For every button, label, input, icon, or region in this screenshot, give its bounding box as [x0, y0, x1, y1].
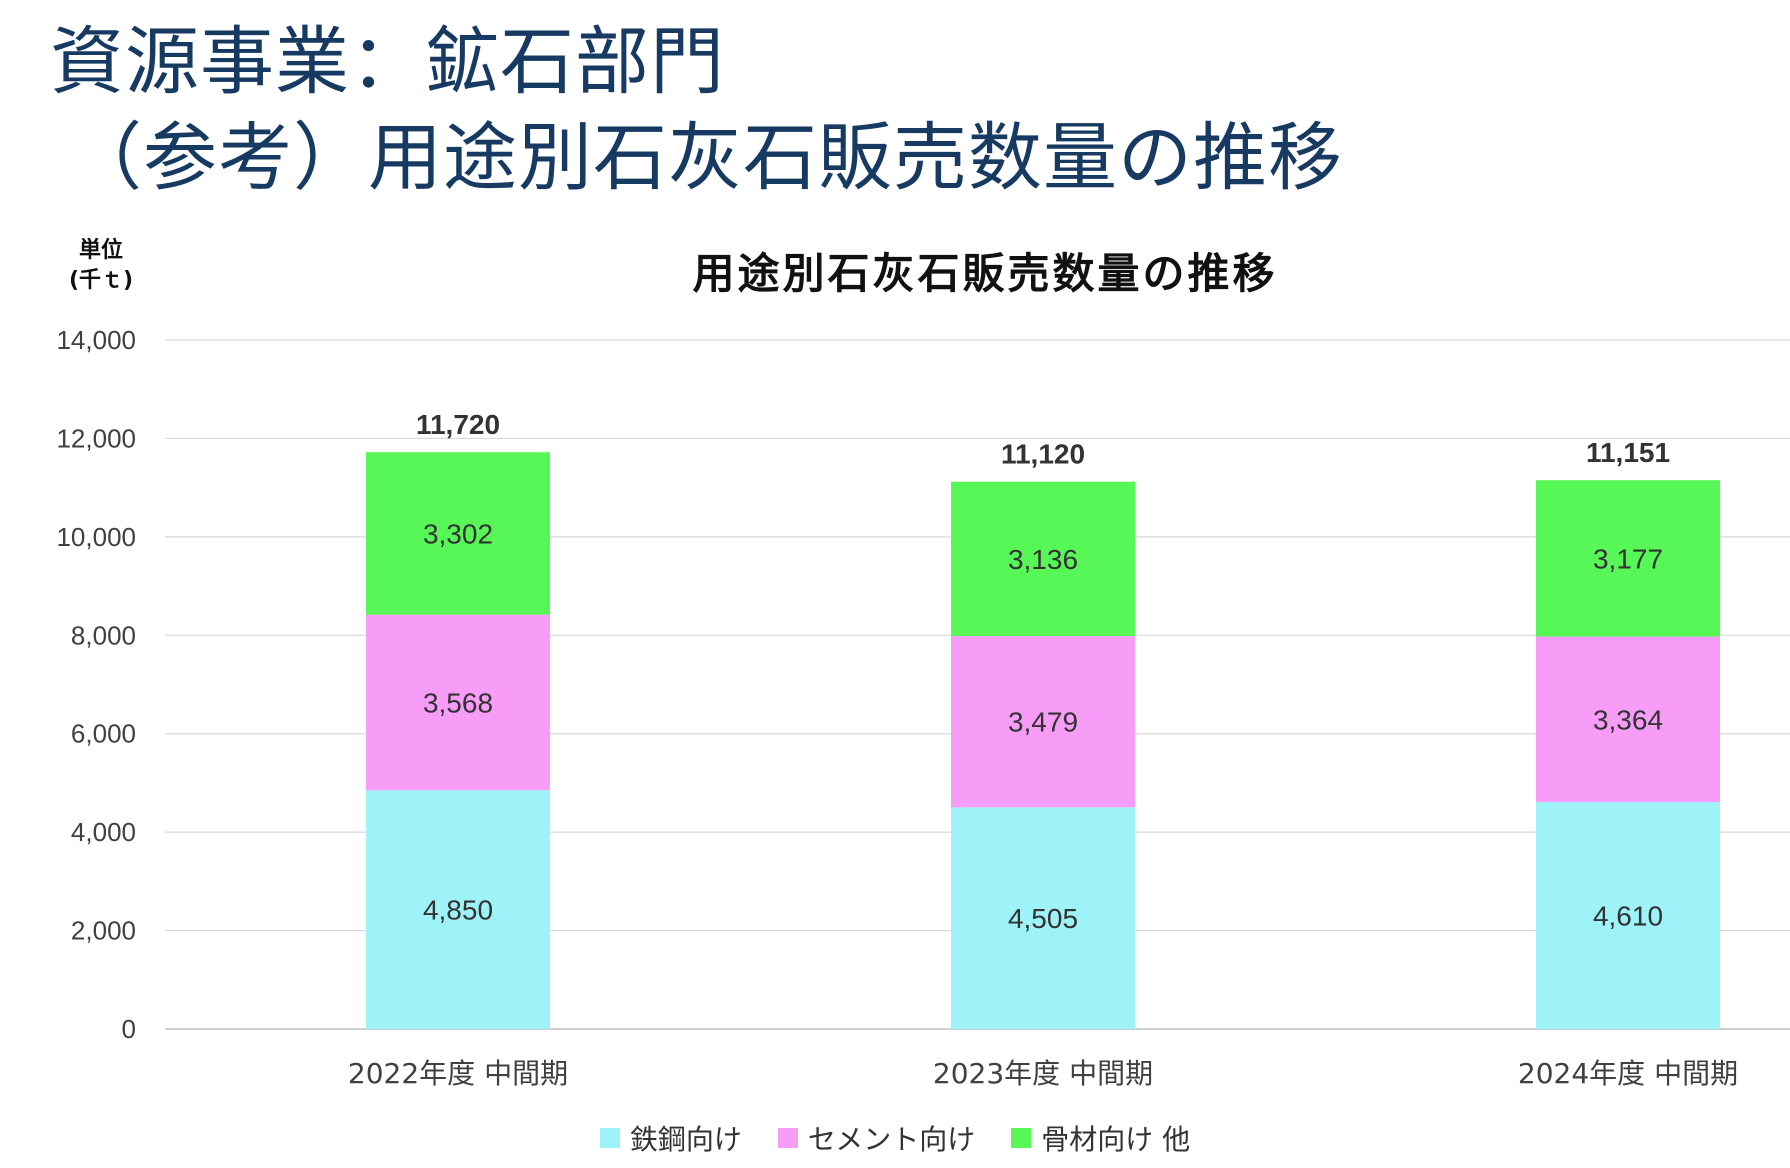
y-tick-label: 12,000 — [56, 423, 136, 453]
y-tick-label: 2,000 — [71, 916, 136, 946]
bar-segment — [951, 636, 1135, 808]
x-tick-label: 2022年度 中間期 — [348, 1057, 568, 1090]
total-label: 11,120 — [1001, 439, 1085, 470]
slide-title-line1: 資源事業：鉱石部門 — [50, 19, 725, 105]
bar-segment — [1536, 636, 1720, 803]
bar-segment — [366, 614, 550, 791]
legend-item: 鉄鋼向け — [599, 1118, 742, 1158]
slide-title-line2: （参考）用途別石灰石販売数量の推移 — [68, 115, 1343, 201]
y-tick-label: 10,000 — [56, 522, 136, 552]
data-label: 4,505 — [1008, 903, 1078, 934]
data-label: 4,610 — [1593, 901, 1663, 932]
y-tick-label: 0 — [122, 1014, 136, 1044]
legend-swatch — [777, 1128, 798, 1148]
data-label: 3,568 — [423, 688, 493, 719]
data-label: 3,177 — [1593, 543, 1663, 574]
legend-item: 骨材向け 他 — [1011, 1118, 1190, 1158]
unit-label-line1: 単位 — [78, 238, 123, 263]
data-label: 3,479 — [1008, 707, 1078, 738]
bar-segment — [951, 481, 1135, 637]
unit-label-line2: (千ｔ) — [68, 268, 134, 293]
bar-segment — [951, 807, 1135, 1029]
data-label: 3,302 — [423, 518, 493, 549]
stacked-bar-chart: 0 2,000 4,000 6,000 8,000 10,000 12,000 14,000 4… — [56, 325, 1790, 1090]
y-tick-label: 6,000 — [71, 719, 136, 749]
legend-swatch — [1011, 1128, 1032, 1148]
unit-label: 単位 (千ｔ) — [56, 236, 146, 296]
legend-item: セメント向け — [777, 1118, 976, 1158]
bar-segment — [1536, 802, 1720, 1029]
slide-title: 資源事業：鉱石部門 （参考）用途別石灰石販売数量の推移 — [50, 14, 1343, 206]
total-label: 11,720 — [416, 409, 500, 440]
legend-label: セメント向け — [807, 1123, 976, 1156]
data-label: 3,136 — [1008, 544, 1078, 575]
bar-segment — [1536, 480, 1720, 637]
bar-segment — [366, 790, 550, 1029]
data-label: 4,850 — [423, 895, 493, 926]
x-tick-label: 2024年度 中間期 — [1518, 1057, 1738, 1090]
y-tick-label: 14,000 — [56, 325, 136, 355]
data-label: 3,364 — [1593, 704, 1663, 735]
total-label: 11,151 — [1586, 437, 1670, 468]
bar-segment — [366, 452, 550, 615]
legend-swatch — [599, 1128, 620, 1148]
y-tick-label: 8,000 — [71, 620, 136, 650]
y-tick-label: 4,000 — [71, 817, 136, 847]
chart-legend: 鉄鋼向け セメント向け 骨材向け 他 — [0, 1118, 1790, 1158]
x-tick-label: 2023年度 中間期 — [933, 1057, 1153, 1090]
chart-title: 用途別石灰石販売数量の推移 — [692, 249, 1278, 298]
legend-label: 鉄鋼向け — [629, 1123, 742, 1156]
legend-label: 骨材向け 他 — [1041, 1123, 1191, 1156]
